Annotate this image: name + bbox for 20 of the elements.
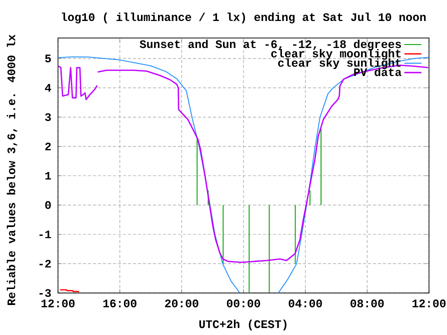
x-tick-label: 12:00 [42, 300, 75, 308]
legend-label: Sunset and Sun at -6, -12, -18 degrees [140, 40, 401, 50]
x-tick-label: 16:00 [103, 300, 136, 308]
y-tick-label: 5 [45, 54, 51, 62]
y-tick-label: 1 [45, 172, 51, 180]
x-tick-label: 08:00 [350, 300, 384, 308]
y-tick-label: 3 [45, 113, 51, 122]
y-tick-label: -2 [39, 260, 51, 268]
x-tick-label: 04:00 [288, 300, 322, 308]
y-tick-label: 0 [45, 201, 51, 209]
y-tick-label: 4 [44, 84, 52, 92]
x-tick-label: 12:00 [412, 300, 446, 308]
y-tick-label: -3 [39, 289, 51, 297]
y-tick-label: 2 [45, 142, 51, 150]
chart-title: log10 ( illuminance / 1 lx) ending at Sat Jul 10 noon [62, 12, 426, 24]
x-tick-label: 00:00 [226, 300, 260, 308]
x-axis-title: UTC+2h (CEST) [199, 320, 286, 330]
x-tick-label: 20:00 [165, 300, 198, 308]
y-axis-title: Reliable values below 3,6, i.e. 4000 lx [6, 34, 18, 305]
y-tick-label: -1 [39, 230, 51, 238]
